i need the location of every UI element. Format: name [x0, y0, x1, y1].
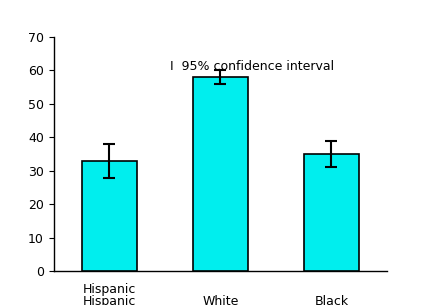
Text: White: White	[202, 295, 239, 305]
Bar	[193, 77, 248, 271]
Text: I  95% confidence interval: I 95% confidence interval	[170, 60, 335, 73]
Bar	[82, 161, 137, 271]
Text: Hispanic: Hispanic	[83, 283, 136, 296]
Bar	[304, 154, 359, 271]
Text: Hispanic: Hispanic	[83, 295, 136, 305]
Text: Black: Black	[314, 295, 349, 305]
